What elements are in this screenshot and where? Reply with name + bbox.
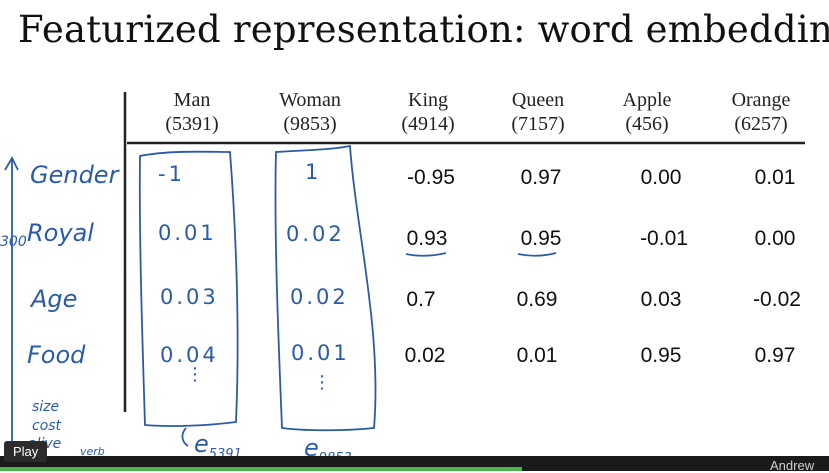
- man-ellipsis: ⋮: [186, 364, 204, 385]
- row-label-royal: Royal: [27, 219, 94, 247]
- man-value-gender: -1: [158, 162, 185, 186]
- column-header-king: King (4914): [401, 89, 455, 135]
- slide-title: Featurized representation: word embeddin…: [18, 8, 829, 51]
- row-label-food: Food: [27, 341, 86, 369]
- woman-value-royal: 0.02: [286, 222, 345, 246]
- orange-food: 0.97: [754, 344, 796, 367]
- king-food: 0.02: [404, 344, 446, 367]
- woman-ellipsis: ⋮: [313, 372, 331, 393]
- playback-progress-bar[interactable]: [0, 467, 523, 471]
- dimension-label: 300: [0, 234, 27, 250]
- row-label-age: Age: [31, 285, 78, 313]
- queen-age: 0.69: [516, 288, 558, 311]
- author-watermark: Andrew: [770, 458, 815, 473]
- orange-gender: 0.01: [754, 166, 796, 189]
- row-label-gender: Gender: [30, 161, 119, 189]
- column-header-apple: Apple (456): [622, 89, 672, 135]
- man-value-food: 0.04: [160, 343, 219, 367]
- apple-food: 0.95: [640, 344, 682, 367]
- woman-value-gender: 1: [305, 160, 322, 184]
- extra-feature-cost: cost: [32, 418, 62, 434]
- queen-gender: 0.97: [520, 166, 562, 189]
- column-header-man: Man (5391): [165, 89, 219, 135]
- column-header-queen: Queen (7157): [511, 89, 565, 135]
- queen-royal: 0.95: [520, 227, 562, 250]
- man-value-age: 0.03: [160, 285, 219, 309]
- orange-age: -0.02: [753, 288, 801, 311]
- king-gender: -0.95: [407, 166, 455, 189]
- play-button[interactable]: Play: [4, 441, 48, 462]
- king-royal: 0.93: [406, 227, 448, 250]
- column-header-woman: Woman (9853): [279, 89, 341, 135]
- apple-age: 0.03: [640, 288, 682, 311]
- queen-food: 0.01: [516, 344, 558, 367]
- extra-feature-verb: verb: [80, 445, 105, 458]
- extra-feature-size: size: [32, 399, 60, 415]
- king-age: 0.7: [406, 288, 436, 311]
- man-value-royal: 0.01: [158, 221, 217, 245]
- woman-value-age: 0.02: [290, 285, 349, 309]
- apple-royal: -0.01: [640, 227, 688, 250]
- column-header-orange: Orange (6257): [731, 89, 791, 135]
- apple-gender: 0.00: [640, 166, 682, 189]
- woman-value-food: 0.01: [291, 341, 350, 365]
- orange-royal: 0.00: [754, 227, 796, 250]
